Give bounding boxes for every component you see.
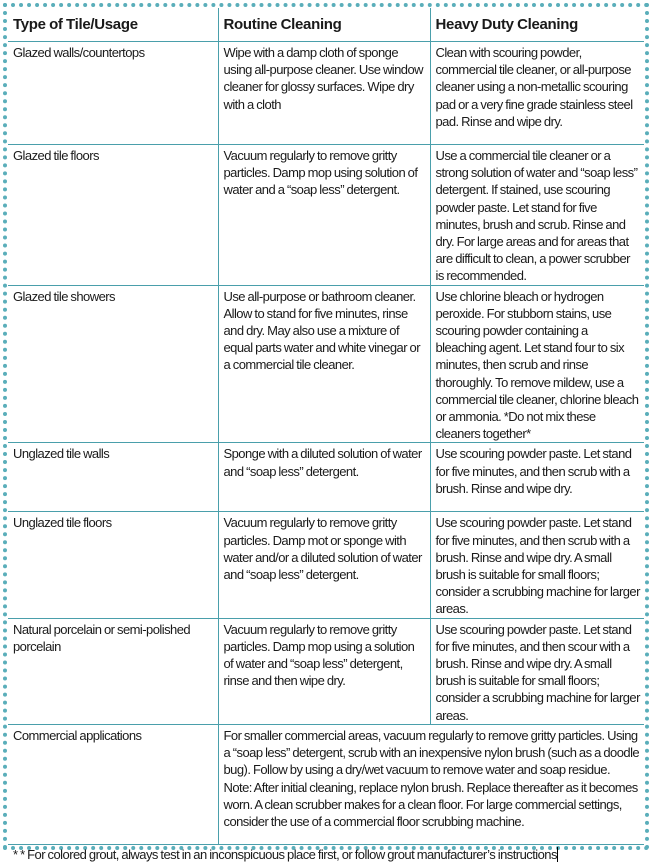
cell-heavy: Use scouring powder paste. Let stand for… — [429, 511, 644, 619]
table-row: Natural porcelain or semi-polished porce… — [8, 617, 644, 725]
table-row: Unglazed tile floors Vacuum regularly to… — [8, 511, 644, 619]
footnote-cell[interactable]: * * For colored grout, always test in an… — [8, 843, 644, 864]
footnote-text: * * For colored grout, always test in an… — [13, 846, 557, 862]
header-type: Type of Tile/Usage — [8, 8, 219, 42]
cell-routine: Vacuum regularly to remove gritty partic… — [217, 144, 431, 286]
cell-type: Unglazed tile walls — [8, 442, 219, 513]
cell-type: Unglazed tile floors — [8, 511, 219, 619]
table-row: Glazed tile floors Vacuum regularly to r… — [8, 144, 644, 286]
cell-heavy: Use a commercial tile cleaner or a stron… — [429, 144, 644, 286]
header-row: Type of Tile/Usage Routine Cleaning Heav… — [8, 8, 644, 42]
cell-heavy: Clean with scouring powder, commercial t… — [429, 41, 644, 145]
header-heavy: Heavy Duty Cleaning — [429, 8, 644, 42]
tile-cleaning-table: Type of Tile/Usage Routine Cleaning Heav… — [8, 8, 644, 864]
footnote-row: * * For colored grout, always test in an… — [8, 843, 644, 864]
cell-commercial-text: For smaller commercial areas, vacuum reg… — [217, 723, 644, 845]
cell-type: Glazed tile showers — [8, 284, 219, 444]
cell-heavy: Use chlorine bleach or hydrogen peroxide… — [429, 284, 644, 444]
table-row-commercial: Commercial applications For smaller comm… — [8, 723, 644, 845]
table-row: Unglazed tile walls Sponge with a dilute… — [8, 442, 644, 513]
cell-routine: Vacuum regularly to remove gritty partic… — [217, 617, 431, 725]
cell-routine: Sponge with a diluted solution of water … — [217, 442, 431, 513]
cell-type: Glazed tile floors — [8, 144, 219, 286]
text-cursor — [556, 846, 559, 862]
cell-routine: Wipe with a damp cloth of sponge using a… — [217, 41, 431, 145]
cell-routine: Vacuum regularly to remove gritty partic… — [217, 511, 431, 619]
table-row: Glazed walls/countertops Wipe with a dam… — [8, 41, 644, 145]
header-routine: Routine Cleaning — [217, 8, 431, 42]
cell-type: Natural porcelain or semi-polished porce… — [8, 617, 219, 725]
cell-type: Glazed walls/countertops — [8, 41, 219, 145]
cell-heavy: Use scouring powder paste. Let stand for… — [429, 442, 644, 513]
cell-heavy: Use scouring powder paste. Let stand for… — [429, 617, 644, 725]
cell-routine: Use all-purpose or bathroom cleaner. All… — [217, 284, 431, 444]
cell-type: Commercial applications — [8, 723, 219, 845]
table-row: Glazed tile showers Use all-purpose or b… — [8, 284, 644, 444]
